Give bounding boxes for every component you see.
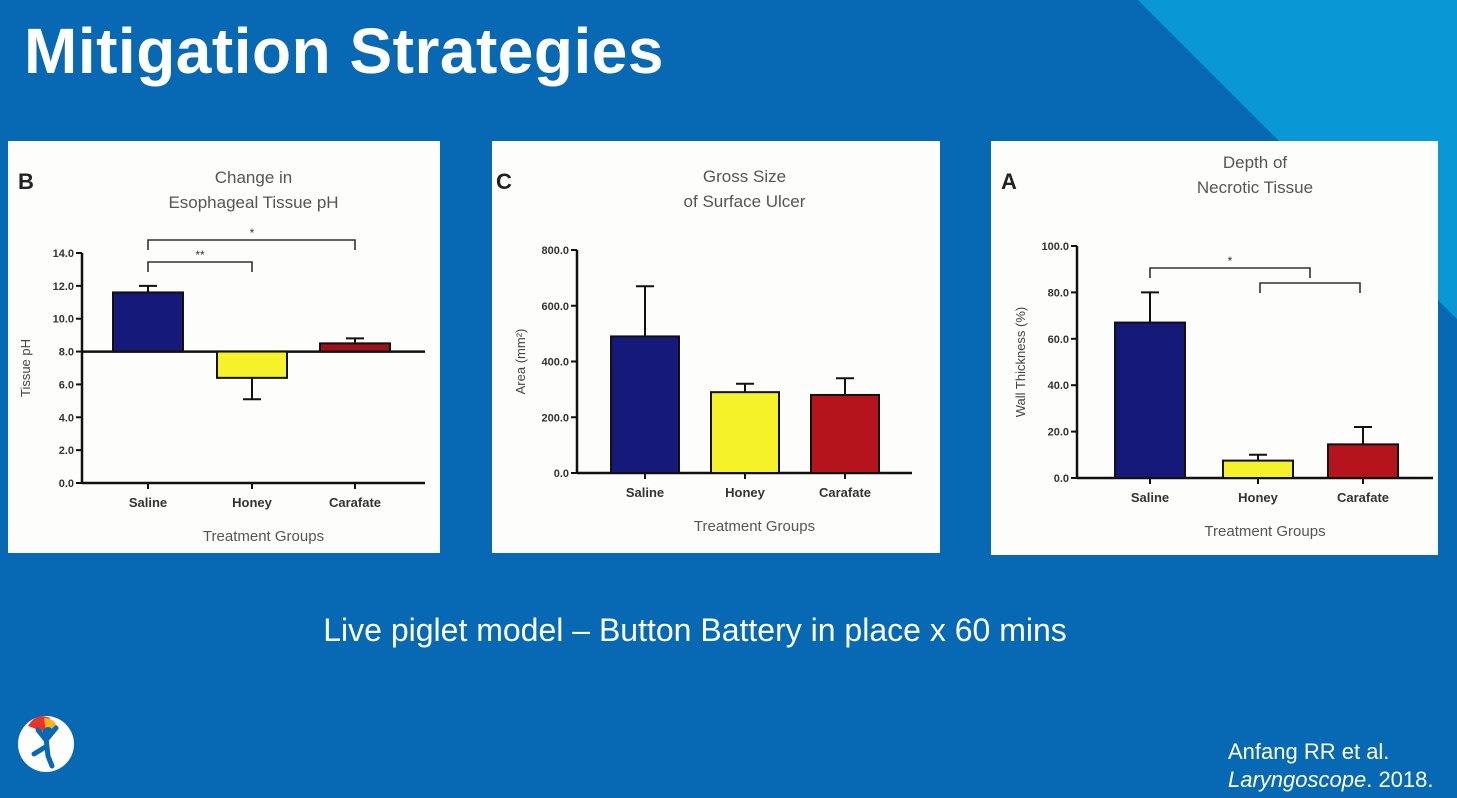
y-tick-label: 800.0	[541, 245, 569, 257]
chart-panel-c-ulcer-size: C Gross Size of Surface Ulcer 0.0 200.0 400.0…	[492, 141, 940, 553]
y-axis-label: Wall Thickness (%)	[1013, 307, 1028, 418]
x-tick-label: Honey	[1238, 490, 1279, 505]
bar-chart-svg: A Depth of Necrotic Tissue 0.0 20.0 40.0 60.0 8…	[1001, 153, 1433, 540]
citation-year: . 2018.	[1366, 767, 1434, 792]
bar-saline	[1114, 321, 1186, 479]
chart-title-line: of Surface Ulcer	[684, 192, 806, 211]
significance-bracket	[147, 261, 253, 272]
chart-title-line: Gross Size	[703, 167, 786, 186]
panel-letter: A	[1001, 169, 1017, 194]
significance-bracket	[1149, 267, 1311, 278]
y-axis-label: Tissue pH	[18, 339, 33, 397]
y-tick-label: 0.0	[1054, 473, 1069, 485]
x-axis-label: Treatment Groups	[203, 528, 324, 545]
bar-honey	[1222, 459, 1294, 480]
child-figure-logo-icon	[18, 716, 74, 772]
y-tick-label: 80.0	[1048, 287, 1069, 299]
y-tick-label: 14.0	[53, 248, 74, 260]
bar-carafate	[319, 342, 391, 353]
y-tick-label: 40.0	[1048, 380, 1069, 392]
bar-carafate	[810, 393, 880, 474]
y-tick-label: 600.0	[541, 301, 569, 313]
bar-chart-svg: C Gross Size of Surface Ulcer 0.0 200.0 400.0…	[496, 167, 912, 535]
y-tick-label: 60.0	[1048, 334, 1069, 346]
chart-title-line: Depth of	[1223, 153, 1288, 172]
x-tick-label: Carafate	[819, 485, 871, 500]
y-tick-label: 100.0	[1041, 241, 1069, 253]
citation-journal: Laryngoscope	[1228, 767, 1367, 792]
panel-letter: B	[18, 169, 34, 194]
y-axis-label: Area (mm²)	[513, 329, 528, 395]
panel-letter: C	[496, 169, 512, 194]
x-axis-label: Treatment Groups	[1204, 523, 1325, 540]
x-tick-label: Saline	[626, 485, 664, 500]
y-tick-label: 2.0	[59, 445, 74, 457]
citation: Anfang RR et al. Laryngoscope. 2018.	[1228, 738, 1434, 794]
chart-title-line: Change in	[215, 168, 293, 187]
y-tick-label: 6.0	[59, 379, 74, 391]
significance-label: **	[195, 248, 205, 262]
x-tick-label: Saline	[129, 495, 167, 510]
chart-title-line: Esophageal Tissue pH	[168, 193, 338, 212]
y-tick-label: 12.0	[53, 281, 74, 293]
x-tick-label: Honey	[232, 495, 273, 510]
citation-authors: Anfang RR et al.	[1228, 739, 1390, 764]
x-tick-label: Carafate	[1337, 490, 1389, 505]
x-tick-label: Carafate	[329, 495, 381, 510]
significance-label: *	[1228, 254, 1233, 268]
chart-title-line: Necrotic Tissue	[1197, 178, 1313, 197]
chart-panel-b-tissue-ph: B Change in Esophageal Tissue pH 0.0 2.0 4.0 6…	[8, 141, 440, 553]
bar-saline	[112, 291, 184, 353]
slide-title: Mitigation Strategies	[24, 15, 664, 87]
bar-chart-svg: B Change in Esophageal Tissue pH 0.0 2.0 4.0 6…	[18, 168, 425, 545]
y-tick-label: 8.0	[59, 347, 74, 359]
y-tick-label: 0.0	[59, 478, 74, 490]
significance-label: *	[250, 226, 255, 240]
y-tick-label: 10.0	[53, 314, 74, 326]
x-tick-label: Honey	[725, 485, 766, 500]
slide-caption: Live piglet model – Button Battery in pl…	[323, 612, 1067, 648]
bar-honey	[710, 391, 780, 475]
bar-saline	[610, 335, 680, 474]
chart-panel-a-necrotic-depth: A Depth of Necrotic Tissue 0.0 20.0 40.0 60.0 8…	[991, 141, 1438, 555]
significance-bracket	[1259, 282, 1361, 293]
significance-bracket	[147, 239, 356, 250]
y-tick-label: 20.0	[1048, 427, 1069, 439]
bar-carafate	[1327, 443, 1399, 479]
x-tick-label: Saline	[1131, 490, 1169, 505]
y-tick-label: 200.0	[541, 412, 569, 424]
y-tick-label: 400.0	[541, 357, 569, 369]
x-axis-label: Treatment Groups	[694, 518, 815, 535]
y-tick-label: 0.0	[554, 468, 569, 480]
bar-honey	[216, 350, 288, 379]
y-tick-label: 4.0	[59, 412, 74, 424]
